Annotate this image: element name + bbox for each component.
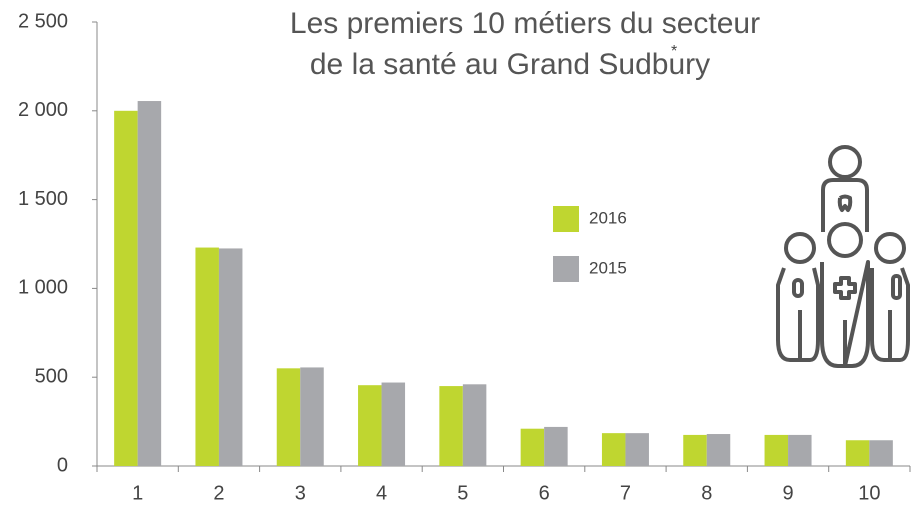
x-tick-label: 8 — [701, 482, 712, 504]
y-tick-label: 1 000 — [18, 277, 68, 299]
title-note: * — [671, 43, 677, 60]
bar — [439, 386, 463, 466]
x-tick-label: 3 — [295, 482, 306, 504]
bar — [114, 110, 138, 467]
bar — [788, 434, 812, 466]
x-tick-label: 6 — [539, 482, 550, 504]
y-tick-label: 1 500 — [18, 188, 68, 210]
bar — [601, 433, 626, 466]
bar — [764, 434, 789, 466]
health-workers-icon — [776, 145, 910, 368]
bar — [381, 382, 406, 466]
bar — [195, 247, 219, 466]
legend-label: 2015 — [589, 258, 627, 277]
bar — [300, 367, 324, 466]
y-tick-label: 2 000 — [18, 99, 68, 121]
bar — [218, 248, 243, 466]
bar — [869, 440, 893, 466]
legend-label: 2016 — [589, 208, 627, 227]
bar — [706, 434, 731, 466]
x-tick-label: 9 — [782, 482, 793, 504]
x-tick-label: 4 — [376, 482, 387, 504]
chart-title: Les premiers 10 métiers du secteur — [290, 7, 760, 40]
x-tick-label: 5 — [457, 482, 468, 504]
x-tick-label: 7 — [620, 482, 631, 504]
bar — [137, 101, 162, 467]
bar — [625, 433, 649, 466]
bar — [276, 368, 301, 466]
bar — [520, 428, 545, 466]
y-tick-label: 500 — [35, 365, 68, 387]
x-tick-label: 1 — [132, 482, 143, 504]
y-tick-label: 2 500 — [18, 10, 68, 32]
chart-title: de la santé au Grand Sudbury — [310, 48, 710, 81]
x-tick-label: 2 — [213, 482, 224, 504]
bar — [462, 384, 487, 466]
legend-swatch — [553, 256, 579, 282]
bar — [845, 440, 870, 466]
bar — [358, 385, 382, 466]
legend-swatch — [553, 206, 579, 232]
bar — [544, 426, 568, 466]
y-tick-label: 0 — [57, 454, 68, 476]
bar — [683, 434, 707, 466]
x-tick-label: 10 — [858, 482, 880, 504]
